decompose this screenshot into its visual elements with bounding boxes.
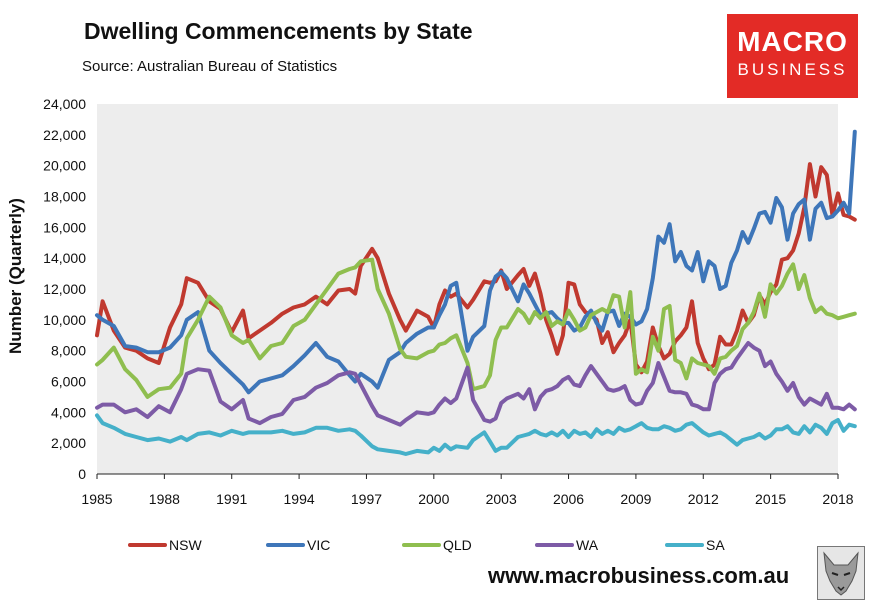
x-tick-label: 1994 <box>284 491 315 507</box>
legend: NSW VIC QLD WA SA <box>128 537 725 553</box>
legend-label: VIC <box>307 537 330 553</box>
series-line-vic <box>95 129 857 395</box>
wolf-logo-icon <box>817 546 865 600</box>
y-tick-label: 8,000 <box>51 343 86 359</box>
x-axis: 1985 1988 1991 1994 1997 2000 2003 2006 2009 2012… <box>81 473 854 507</box>
y-tick-label: 24,000 <box>43 96 86 112</box>
y-axis: 0 2,000 4,000 6,000 8,000 10,000 12,000 14,000 1… <box>43 96 86 482</box>
legend-label: SA <box>706 537 725 553</box>
y-tick-label: 2,000 <box>51 435 86 451</box>
x-tick-label: 2018 <box>822 491 853 507</box>
legend-item-nsw: NSW <box>128 537 202 553</box>
y-tick-label: 6,000 <box>51 374 86 390</box>
x-tick-label: 1985 <box>81 491 112 507</box>
series-line-sa <box>95 413 857 456</box>
x-tick-label: 2006 <box>553 491 584 507</box>
y-tick-label: 10,000 <box>43 312 86 328</box>
legend-item-vic: VIC <box>266 537 330 553</box>
legend-item-wa: WA <box>535 537 599 553</box>
x-tick-label: 2003 <box>486 491 517 507</box>
x-tick-label: 1991 <box>216 491 247 507</box>
source-note: Source: Australian Bureau of Statistics <box>82 58 338 75</box>
website-url[interactable]: www.macrobusiness.com.au <box>488 563 790 588</box>
legend-item-qld: QLD <box>402 537 472 553</box>
y-tick-label: 12,000 <box>43 281 86 297</box>
y-tick-label: 18,000 <box>43 189 86 205</box>
x-tick-label: 1988 <box>149 491 180 507</box>
plot-area <box>97 104 838 474</box>
legend-label: WA <box>576 537 599 553</box>
legend-item-sa: SA <box>665 537 725 553</box>
x-tick-label: 2012 <box>688 491 719 507</box>
macro-business-logo: MACRO BUSINESS <box>727 14 858 98</box>
logo-line-2: BUSINESS <box>737 60 848 79</box>
x-tick-label: 2000 <box>418 491 449 507</box>
x-tick-label: 2015 <box>755 491 786 507</box>
series-line-qld <box>95 257 857 399</box>
series-line-wa <box>95 341 857 427</box>
y-tick-label: 0 <box>78 466 86 482</box>
y-tick-label: 22,000 <box>43 127 86 143</box>
chart-title: Dwelling Commencements by State <box>84 18 473 44</box>
series-lines <box>95 129 857 456</box>
y-tick-label: 4,000 <box>51 404 86 420</box>
x-tick-label: 1997 <box>351 491 382 507</box>
logo-line-1: MACRO <box>737 26 848 57</box>
y-axis-label: Number (Quarterly) <box>6 198 25 354</box>
y-tick-label: 16,000 <box>43 219 86 235</box>
y-tick-label: 14,000 <box>43 250 86 266</box>
legend-label: NSW <box>169 537 202 553</box>
x-tick-label: 2009 <box>620 491 651 507</box>
legend-label: QLD <box>443 537 472 553</box>
y-tick-label: 20,000 <box>43 158 86 174</box>
